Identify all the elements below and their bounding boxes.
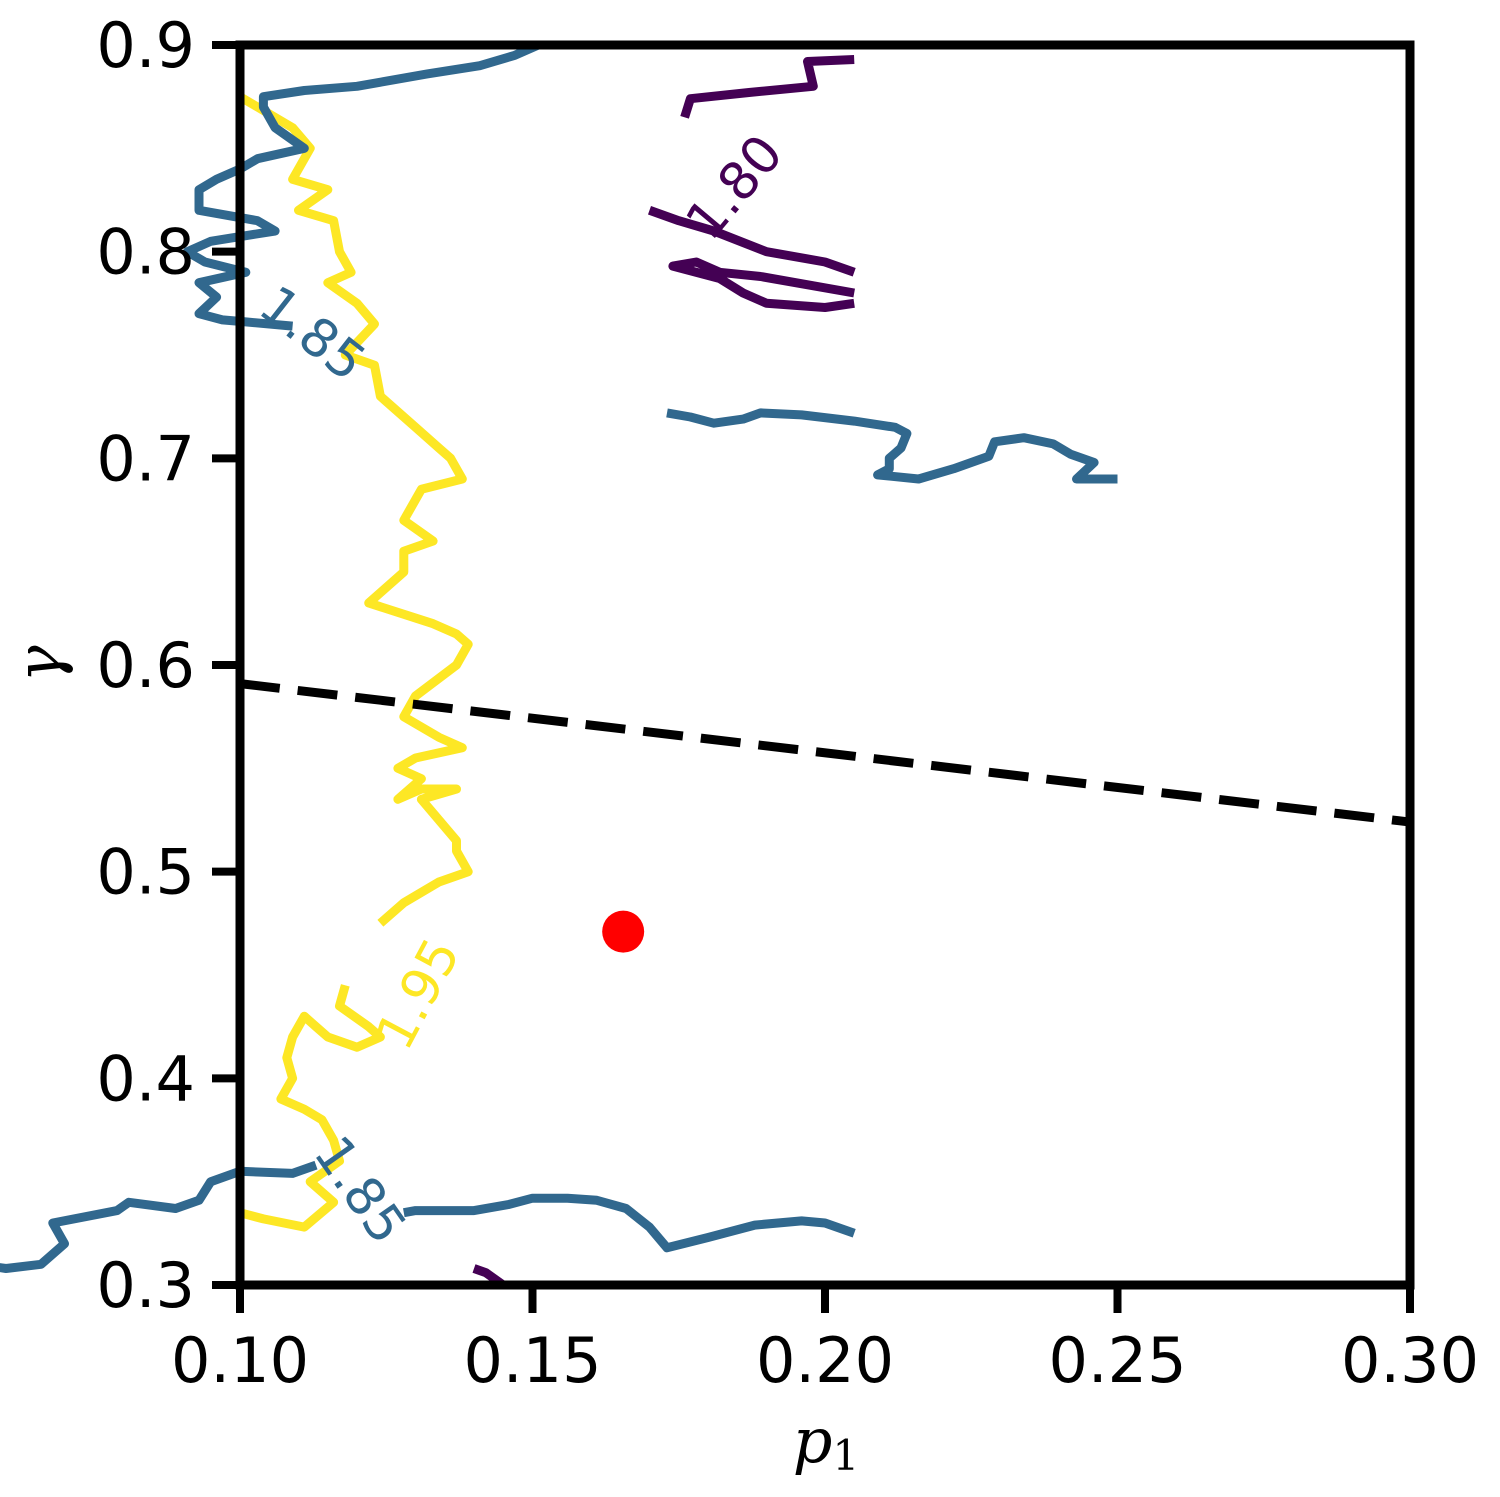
red-point (602, 910, 645, 953)
x-tick-label: 0.20 (756, 1324, 894, 1397)
x-tick-label: 0.30 (1341, 1324, 1479, 1397)
y-axis-label: γ (2, 645, 75, 683)
y-tick-label: 0.3 (96, 1249, 195, 1322)
y-tick-label: 0.9 (96, 9, 195, 82)
x-axis-label-sub: 1 (832, 1431, 859, 1480)
x-axis-label-main: p (793, 1404, 833, 1477)
contour-line-1-80 (647, 206, 856, 277)
marker-points (602, 910, 645, 953)
y-tick-label: 0.7 (96, 422, 195, 495)
contour-label: 1.85 (248, 275, 376, 394)
x-tick-label: 0.15 (463, 1324, 601, 1397)
contour-line-1-80 (668, 257, 855, 312)
axes-frame (235, 40, 1415, 1290)
contour-line-1-85 (0, 1160, 318, 1273)
contour-line-1-85 (666, 408, 1118, 484)
contour-line-1-85 (182, 40, 541, 331)
contour-line-1-95 (237, 92, 473, 927)
plot-border (235, 40, 1415, 1290)
contour-line-1-85 (403, 1193, 856, 1253)
y-tick-label: 0.8 (96, 216, 195, 289)
contour-line-1-95 (238, 984, 385, 1232)
dashed-line (239, 679, 1411, 827)
contour-line-1-80 (680, 55, 855, 119)
y-tick-label: 0.5 (96, 836, 195, 909)
x-axis-ticks: 0.10 0.15 0.20 0.25 0.30 (171, 1285, 1479, 1397)
y-axis-ticks: 0.3 0.4 0.5 0.6 0.7 0.8 0.9 (96, 9, 240, 1322)
y-tick-label: 0.4 (96, 1042, 195, 1115)
y-tick-label: 0.6 (96, 629, 195, 702)
x-axis-label: p1 (793, 1404, 859, 1480)
dashed-reference-line (239, 679, 1411, 827)
x-tick-label: 0.10 (171, 1324, 309, 1397)
contour-label: 1.80 (675, 124, 795, 251)
contour-label: 1.95 (365, 929, 472, 1059)
x-tick-label: 0.25 (1048, 1324, 1186, 1397)
